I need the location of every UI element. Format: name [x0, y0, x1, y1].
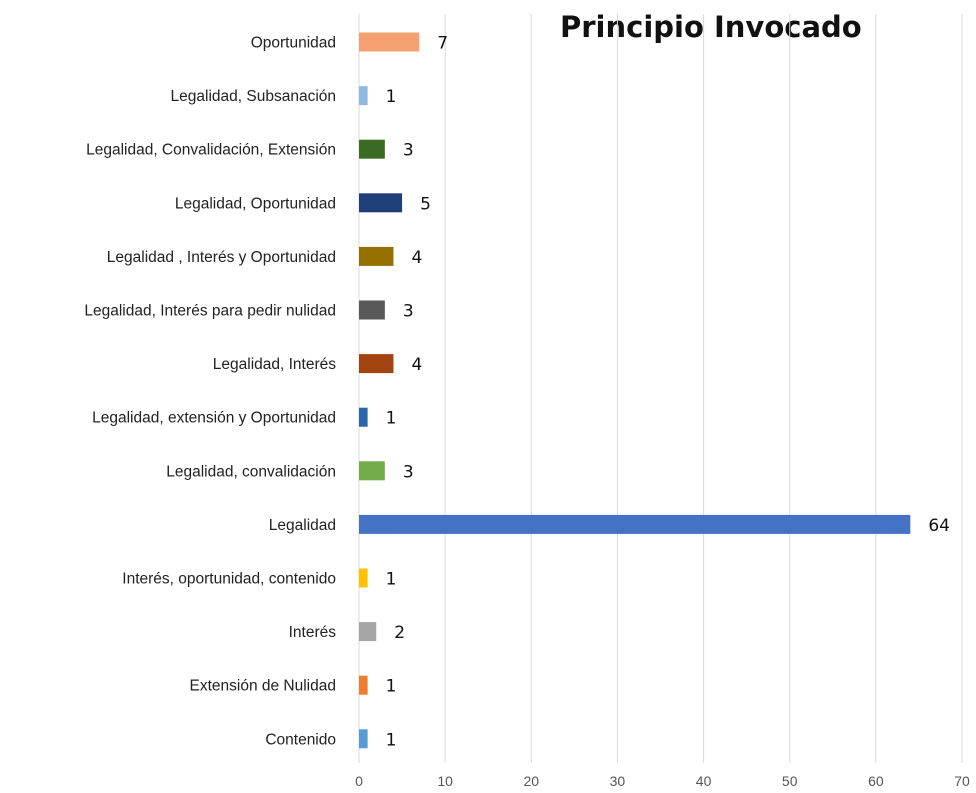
- bar: [359, 139, 385, 159]
- category-label: Legalidad, extensión y Oportunidad: [92, 410, 336, 427]
- bar: [359, 461, 385, 481]
- category-label: Legalidad, convalidación: [166, 463, 336, 480]
- data-label: 1: [386, 87, 397, 107]
- bar: [359, 246, 394, 266]
- x-tick-label: 0: [355, 773, 363, 789]
- bar: [359, 193, 403, 213]
- bar: [359, 354, 394, 374]
- category-label: Interés, oportunidad, contenido: [122, 571, 336, 588]
- x-tick-label: 40: [696, 773, 712, 789]
- x-tick-label: 50: [782, 773, 798, 789]
- data-label: 1: [386, 730, 397, 750]
- data-label: 4: [411, 355, 422, 375]
- category-label: Oportunidad: [251, 35, 336, 52]
- data-label: 2: [394, 623, 405, 643]
- category-label: Legalidad, Convalidación, Extensión: [86, 142, 336, 159]
- data-label: 3: [403, 302, 414, 322]
- data-label: 1: [386, 570, 397, 590]
- data-label: 1: [386, 677, 397, 697]
- bar: [359, 729, 368, 749]
- category-label: Legalidad: [269, 517, 336, 534]
- data-label: 64: [928, 516, 950, 536]
- bar: [359, 407, 368, 427]
- x-tick-label: 30: [610, 773, 626, 789]
- bar: [359, 622, 377, 642]
- category-label: Contenido: [265, 731, 336, 748]
- bar: [359, 568, 368, 588]
- x-tick-label: 70: [954, 773, 970, 789]
- category-label: Legalidad, Interés: [213, 356, 336, 373]
- x-tick-label: 10: [437, 773, 453, 789]
- category-label: Interés: [289, 624, 337, 641]
- bar: [359, 32, 420, 52]
- x-tick-label: 20: [523, 773, 539, 789]
- bar: [359, 514, 911, 534]
- category-label: Legalidad , Interés y Oportunidad: [107, 249, 336, 266]
- category-label: Extensión de Nulidad: [190, 678, 337, 695]
- data-label: 5: [420, 194, 431, 214]
- bar: [359, 675, 368, 695]
- bar: [359, 300, 385, 320]
- category-label: Legalidad, Subsanación: [171, 88, 336, 105]
- chart-title: Principio Invocado: [560, 10, 862, 44]
- category-label: Legalidad, Interés para pedir nulidad: [84, 303, 336, 320]
- data-label: 3: [403, 141, 414, 161]
- x-tick-label: 60: [868, 773, 884, 789]
- data-label: 3: [403, 462, 414, 482]
- data-label: 7: [437, 34, 448, 54]
- category-label: Legalidad, Oportunidad: [175, 195, 336, 212]
- data-label: 1: [386, 409, 397, 429]
- data-label: 4: [411, 248, 422, 268]
- bar: [359, 86, 368, 106]
